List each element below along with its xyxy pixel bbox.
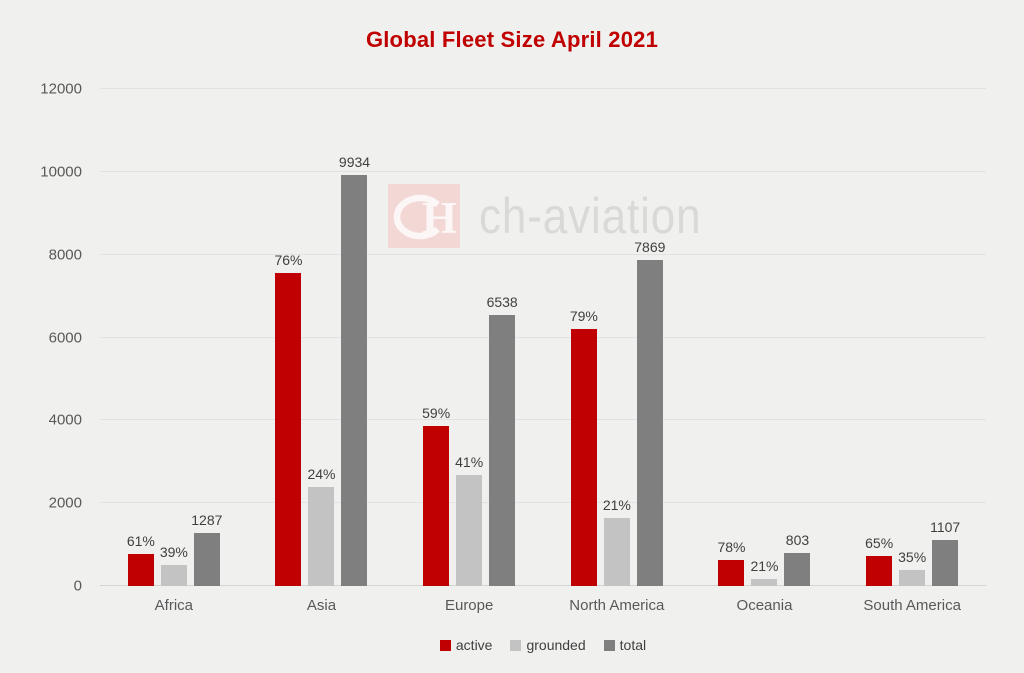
bar-label-grounded-europe: 41% [455, 453, 484, 470]
bar-total-asia: 9934 [339, 154, 370, 586]
bar-active-south-america: 65% [865, 535, 893, 586]
chart-title: Global Fleet Size April 2021 [365, 27, 659, 52]
bar-group-europe: 59% 41% 6538 [395, 89, 543, 586]
bar-grounded-north-america: 21% [603, 497, 631, 586]
legend-label-active: active [455, 637, 493, 653]
y-tick-label-2000: 2000 [48, 494, 82, 512]
bar-grounded-asia: 24% [307, 466, 336, 586]
legend-label-grounded: grounded [526, 637, 586, 653]
bar-group-africa: 61% 39% 1287 [100, 89, 248, 586]
svg-text:H: H [422, 193, 457, 243]
legend-swatch-total [603, 639, 615, 651]
bar-label-active-asia: 76% [274, 252, 303, 269]
legend-item-grounded: grounded [510, 637, 586, 653]
bar-label-total-europe: 6538 [486, 294, 518, 311]
category-label-oceania: Oceania [736, 597, 793, 614]
bar-active-north-america: 79% [570, 308, 598, 586]
bar-label-total-oceania: 803 [785, 531, 810, 548]
bar-total-oceania: 803 [784, 532, 811, 586]
legend-swatch-grounded [510, 639, 522, 651]
y-axis: 0 2000 4000 6000 8000 10000 12000 [0, 81, 82, 595]
gridline-0 [100, 585, 986, 586]
y-tick-label-0: 0 [73, 577, 82, 595]
legend-label-total: total [619, 637, 647, 653]
gridline-4000 [100, 419, 986, 421]
bar-group-north-america: 79% 21% 7869 [543, 89, 691, 586]
category-label-north-america: North America [569, 597, 665, 614]
legend: active grounded total [100, 637, 986, 653]
bar-label-grounded-south-america: 35% [898, 548, 927, 565]
plot-area: 61% 39% 1287 76% 24% 9934 59% 41% 6538 79% 21% 7869… [100, 88, 986, 586]
y-tick-label-12000: 12000 [40, 80, 82, 98]
watermark: H ch-aviation [388, 184, 732, 248]
y-tick-label-4000: 4000 [48, 411, 82, 429]
bar-grounded-europe: 41% [455, 454, 483, 586]
bar-grounded-africa: 39% [160, 544, 188, 586]
bar-total-europe: 6538 [487, 294, 518, 586]
gridline-12000 [100, 88, 986, 89]
category-label-asia: Asia [306, 597, 337, 614]
bar-label-total-asia: 9934 [338, 153, 371, 170]
bar-total-south-america: 1107 [930, 519, 960, 586]
bar-label-total-north-america: 7869 [634, 239, 666, 256]
bar-label-active-north-america: 79% [569, 307, 598, 324]
category-label-south-america: South America [863, 597, 961, 614]
bar-active-africa: 61% [127, 533, 155, 586]
y-tick-label-10000: 10000 [40, 163, 82, 181]
bar-label-active-south-america: 65% [865, 535, 894, 552]
bar-grounded-south-america: 35% [898, 549, 926, 586]
bar-label-grounded-asia: 24% [307, 466, 336, 483]
bar-group-asia: 76% 24% 9934 [248, 89, 396, 586]
bar-label-total-south-america: 1107 [930, 519, 961, 536]
bar-label-grounded-north-america: 21% [602, 496, 631, 513]
category-label-africa: Africa [154, 597, 193, 614]
bar-label-grounded-africa: 39% [159, 544, 188, 561]
bar-label-total-africa: 1287 [191, 511, 223, 528]
bar-group-south-america: 65% 35% 1107 [838, 89, 986, 586]
x-axis: Africa Asia Europe North America Oceania Sout… [100, 597, 986, 614]
y-tick-label-8000: 8000 [48, 246, 82, 264]
y-tick-label-6000: 6000 [48, 329, 82, 346]
bar-label-active-europe: 59% [422, 405, 451, 422]
gridline-2000 [100, 502, 986, 504]
bar-active-oceania: 78% [717, 539, 746, 586]
legend-item-total: total [603, 637, 647, 653]
legend-swatch-active [439, 639, 451, 651]
bar-total-north-america: 7869 [634, 239, 665, 586]
legend-item-active: active [439, 637, 493, 653]
bar-active-asia: 76% [274, 252, 303, 586]
bar-label-grounded-oceania: 21% [750, 558, 779, 575]
ch-monogram-icon: H [388, 184, 460, 248]
watermark-brand-text: ch-aviation [479, 188, 702, 244]
category-label-europe: Europe [444, 597, 494, 614]
bar-total-africa: 1287 [191, 512, 222, 586]
bar-group-oceania: 78% 21% 803 [691, 89, 839, 586]
bar-label-active-oceania: 78% [717, 539, 746, 556]
gridline-10000 [100, 170, 986, 172]
bar-grounded-oceania: 21% [750, 558, 779, 586]
bar-label-active-africa: 61% [126, 532, 155, 549]
gridline-6000 [100, 336, 986, 338]
bar-active-europe: 59% [422, 405, 450, 586]
gridline-8000 [100, 253, 986, 255]
